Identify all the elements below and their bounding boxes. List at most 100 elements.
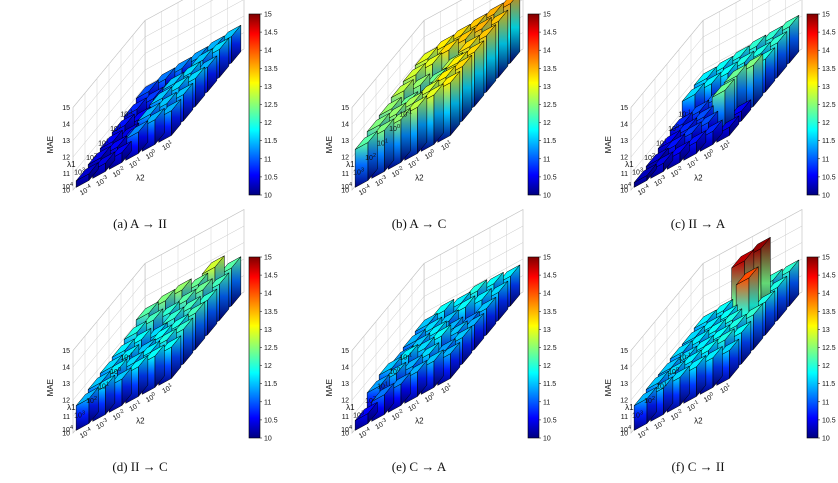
z-tick-label: 14: [341, 365, 349, 372]
z-tick-label: 13: [62, 138, 70, 145]
bar-top: [662, 133, 686, 153]
colorbar-tick-label: 12: [543, 120, 551, 127]
panel-3: 101112131415MAE10-1100101102103104λ110-4…: [604, 0, 836, 231]
lambda2-tick-label: 100: [702, 391, 716, 404]
bar-top: [371, 383, 395, 402]
lambda1-tick-label: 10-1: [120, 109, 133, 118]
bar-top: [161, 71, 185, 91]
z-tick-label: 15: [620, 105, 628, 112]
z-tick-label: 15: [62, 105, 70, 112]
bar-top: [87, 146, 111, 165]
bar-top: [161, 306, 185, 326]
lambda1-tick-label: 10-1: [399, 109, 412, 118]
bar-top: [390, 79, 414, 98]
z-tick-label: 12: [341, 155, 349, 162]
lambda2-axis-label: λ2: [694, 174, 703, 183]
z-tick-label: 15: [620, 348, 628, 355]
bar-top: [645, 370, 669, 390]
z-tick-label: 14: [62, 122, 70, 129]
bars-group: [633, 14, 800, 188]
bar-top: [669, 340, 693, 360]
lambda1-tick-label: 101: [377, 381, 388, 390]
colorbar-tick-label: 15: [264, 12, 272, 19]
bar-top: [123, 97, 147, 117]
lambda1-tick-label: 104: [620, 182, 631, 191]
bar: [633, 386, 657, 431]
colorbar-tick-label: 10.5: [822, 417, 836, 424]
bar: [354, 401, 378, 431]
lambda2-tick-label: 10-4: [357, 183, 372, 197]
lambda1-axis-label: λ1: [625, 160, 634, 169]
colorbar-tick-label: 12: [264, 120, 272, 127]
lambda1-tick-label: 101: [98, 381, 109, 390]
z-tick-label: 11: [342, 414, 349, 421]
z-tick-label: 10: [62, 431, 70, 438]
lambda1-tick-label: 100: [389, 124, 400, 133]
lambda1-tick-label: 104: [62, 182, 73, 191]
bar-top: [731, 249, 755, 269]
lambda2-tick-label: 101: [439, 139, 453, 152]
panel-4: 101112131415MAE10-1100101102103104λ110-4…: [46, 208, 278, 474]
colorbar: [806, 256, 819, 439]
z-axis-label: MAE: [46, 379, 55, 396]
z-axis-label: MAE: [325, 136, 334, 153]
lambda2-tick-label: 10-4: [78, 426, 93, 440]
lambda2-tick-label: 101: [718, 139, 732, 152]
bar-top: [123, 320, 147, 340]
lambda1-tick-label: 10-1: [120, 352, 133, 361]
bars-group: [75, 24, 242, 188]
lambda2-tick-label: 100: [702, 148, 716, 161]
lambda1-tick-label: 102: [86, 396, 97, 405]
panel-1: 101112131415MAE10-1100101102103104λ110-4…: [46, 0, 278, 231]
lambda2-tick-label: 101: [160, 139, 174, 152]
colorbar-tick-label: 12.5: [543, 102, 557, 109]
colorbar-tick-label: 13: [543, 84, 551, 91]
colorbar-tick-label: 13: [264, 84, 272, 91]
lambda1-tick-label: 101: [98, 138, 109, 147]
colorbar: [248, 13, 261, 196]
lambda2-tick-label: 10-2: [669, 408, 684, 422]
lambda1-tick-label: 100: [668, 367, 679, 376]
colorbar-tick-label: 11: [543, 399, 550, 406]
bar-top: [456, 34, 480, 54]
colorbar: [527, 256, 540, 439]
bar-top: [111, 113, 135, 133]
bar: [125, 119, 149, 161]
z-tick-label: 11: [63, 171, 70, 178]
lambda2-tick-label: 10-4: [636, 426, 651, 440]
bars-group: [354, 0, 521, 188]
panels-group: 101112131415MAE10-1100101102103104λ110-4…: [46, 0, 836, 474]
colorbar-tick-label: 14.5: [822, 273, 836, 280]
lambda1-tick-label: 101: [656, 381, 667, 390]
bar-top: [452, 295, 476, 315]
bar-face: [486, 23, 497, 93]
colorbar-tick-label: 10: [822, 436, 830, 443]
lambda2-axis-label: λ2: [136, 417, 145, 426]
colorbar-tick-label: 14: [264, 291, 272, 298]
z-tick-label: 15: [341, 348, 349, 355]
lambda1-tick-label: 10-1: [678, 352, 691, 361]
lambda2-tick-label: 100: [144, 148, 158, 161]
lambda2-tick-label: 10-2: [669, 165, 684, 179]
z-axis-label: MAE: [325, 379, 334, 396]
colorbar-tick-label: 10.5: [822, 174, 836, 181]
bars-group: [354, 264, 521, 431]
panel-caption: (d) II → C: [112, 459, 167, 474]
colorbar-tick-label: 13.5: [264, 66, 278, 73]
lambda1-tick-label: 103: [632, 167, 643, 176]
lambda2-tick-label: 10-4: [636, 183, 651, 197]
colorbar-tick-label: 13: [264, 327, 272, 334]
lambda2-tick-label: 10-2: [390, 408, 405, 422]
bar-top: [99, 354, 123, 374]
panel-2: 101112131415MAE10-1100101102103104λ110-4…: [325, 0, 557, 231]
colorbar-tick-label: 13.5: [822, 309, 836, 316]
lambda1-tick-label: 10-1: [399, 352, 412, 361]
lambda1-axis-label: λ1: [346, 160, 355, 169]
colorbar-tick-label: 11.5: [264, 381, 277, 388]
z-tick-label: 14: [620, 365, 628, 372]
colorbar: [248, 256, 261, 439]
z-tick-label: 11: [621, 171, 628, 178]
colorbar-tick-label: 14.5: [543, 30, 557, 37]
lambda1-tick-label: 10-1: [678, 109, 691, 118]
